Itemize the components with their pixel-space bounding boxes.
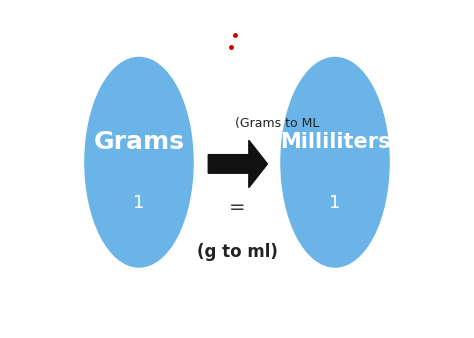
Text: (Grams to ML: (Grams to ML xyxy=(235,117,319,130)
Ellipse shape xyxy=(85,57,193,267)
Text: Milliliters: Milliliters xyxy=(280,132,390,152)
FancyArrow shape xyxy=(208,140,267,188)
Text: (g to ml): (g to ml) xyxy=(197,243,277,261)
Ellipse shape xyxy=(281,57,389,267)
Text: 1: 1 xyxy=(329,194,341,212)
Text: =: = xyxy=(229,198,245,217)
Text: Grams: Grams xyxy=(93,130,184,154)
Text: 1: 1 xyxy=(133,194,145,212)
